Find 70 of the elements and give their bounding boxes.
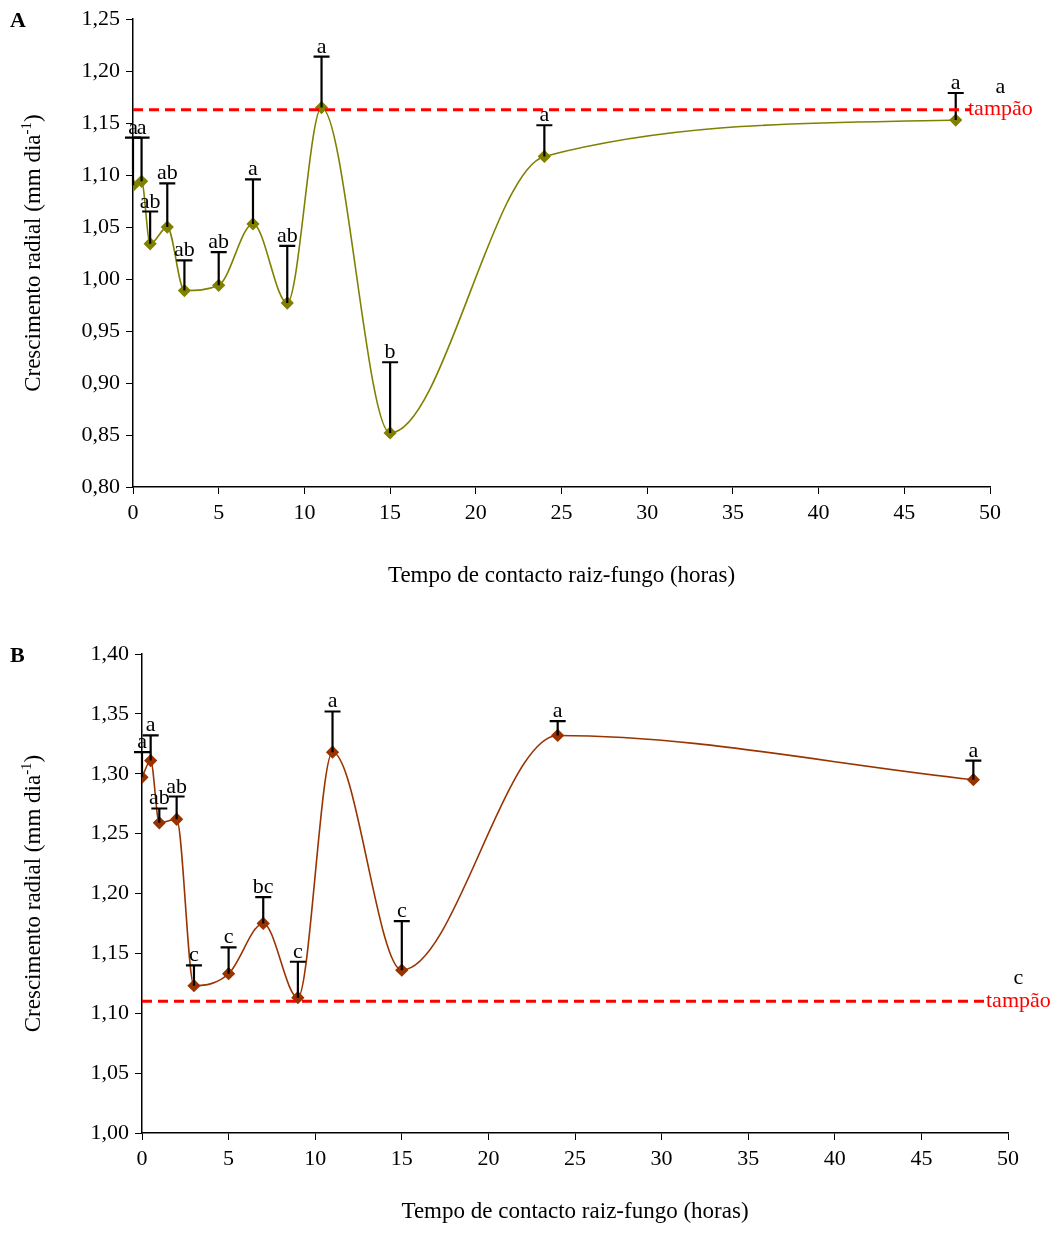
x-tick-label: 20 [477, 1144, 500, 1170]
y-tick-label: 0,85 [81, 420, 120, 446]
annotation: a [145, 711, 156, 737]
x-tick-label: 25 [564, 1144, 586, 1170]
x-tick-label: 5 [213, 498, 225, 524]
y-tick-label: 1,00 [81, 264, 120, 290]
annotation: c [396, 897, 407, 923]
y-tick-label: 1,25 [81, 4, 120, 30]
x-tick-label: 40 [807, 498, 830, 524]
x-tick-label: 0 [136, 1144, 148, 1170]
text: c [1013, 964, 1024, 990]
annotation: c [189, 941, 200, 967]
x-tick-label: 10 [304, 1144, 327, 1170]
y-tick-label: 0,95 [81, 316, 120, 342]
y-tick-label: 0,80 [81, 472, 120, 498]
annotation: a [316, 32, 327, 58]
x-tick-label: 35 [721, 498, 744, 524]
x-tick-label: 30 [650, 1144, 673, 1170]
y-tick-label: 1,15 [81, 108, 120, 134]
annotation: bc [252, 873, 274, 899]
annotation: a [248, 155, 259, 181]
x-tick-label: 15 [379, 498, 402, 524]
x-tick-label: 50 [997, 1144, 1019, 1170]
ref-line-label: tampão [986, 987, 1051, 1013]
chart-title: A [10, 7, 26, 33]
x-tick-label: 20 [464, 498, 487, 524]
x-tick-label: 15 [390, 1144, 413, 1170]
y-tick-label: 1,20 [90, 879, 129, 905]
x-tick-label: 30 [636, 498, 659, 524]
y-tick-label: 1,00 [90, 1118, 129, 1144]
y-tick-label: 1,05 [81, 212, 120, 238]
annotation: a [950, 69, 961, 95]
y-tick-label: 1,25 [90, 819, 129, 845]
x-tick-label: 0 [127, 498, 139, 524]
text: a [995, 72, 1006, 98]
x-tick-label: 45 [910, 1144, 933, 1170]
x-tick-label: 5 [223, 1144, 235, 1170]
y-axis-title: Crescimento radial (mm dia-1) [17, 114, 45, 392]
x-axis-title: Tempo de contacto raiz-fungo (horas) [401, 1198, 749, 1223]
annotation: ab [156, 159, 178, 185]
annotation: ab [208, 228, 230, 254]
x-tick-label: 45 [893, 498, 916, 524]
annotation: a [136, 113, 147, 139]
annotation: b [384, 338, 396, 364]
y-tick-label: 1,05 [90, 1058, 129, 1084]
annotation: a [552, 697, 563, 723]
x-tick-label: 10 [293, 498, 316, 524]
x-tick-label: 35 [737, 1144, 760, 1170]
annotation: c [223, 923, 234, 949]
y-tick-label: 1,10 [81, 160, 120, 186]
annotation: ab [174, 236, 195, 262]
annotation: c [293, 937, 303, 963]
y-tick-label: 0,90 [81, 368, 120, 394]
ref-line-label: tampão [968, 95, 1033, 121]
y-axis-title: Crescimento radial (mm dia-1) [17, 754, 45, 1033]
x-axis-title: Tempo de contacto raiz-fungo (horas) [387, 562, 736, 587]
x-tick-label: 25 [550, 498, 573, 524]
y-tick-label: 1,35 [90, 699, 129, 725]
y-tick-label: 1,10 [90, 999, 129, 1025]
x-tick-label: 50 [979, 498, 1001, 524]
annotation: a [327, 687, 338, 713]
x-tick-label: 40 [823, 1144, 846, 1170]
annotation: ab [276, 221, 298, 247]
chart-title: B [10, 642, 25, 667]
y-tick-label: 1,30 [90, 759, 129, 785]
y-tick-label: 1,40 [90, 639, 129, 665]
y-tick-label: 1,20 [81, 56, 120, 82]
y-tick-label: 1,15 [90, 939, 129, 965]
annotation: a [539, 101, 550, 127]
annotation: a [968, 736, 979, 762]
